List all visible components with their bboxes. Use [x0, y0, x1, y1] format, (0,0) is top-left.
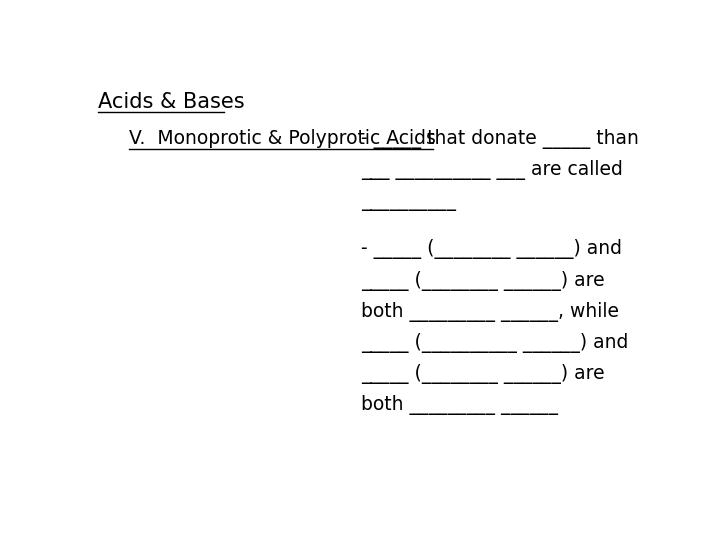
Text: ___ __________ ___ are called: ___ __________ ___ are called — [361, 160, 623, 180]
Text: both _________ ______, while: both _________ ______, while — [361, 302, 618, 322]
Text: _____ (________ ______) are: _____ (________ ______) are — [361, 271, 604, 291]
Text: _____ (________ ______) are: _____ (________ ______) are — [361, 364, 604, 384]
Text: - _____ that donate _____ than: - _____ that donate _____ than — [361, 129, 639, 149]
Text: both _________ ______: both _________ ______ — [361, 395, 557, 415]
Text: V.  Monoprotic & Polyprotic Acids: V. Monoprotic & Polyprotic Acids — [129, 129, 436, 149]
Text: _____ (__________ ______) and: _____ (__________ ______) and — [361, 333, 628, 353]
Text: - _____ (________ ______) and: - _____ (________ ______) and — [361, 239, 621, 259]
Text: Acids & Bases: Acids & Bases — [99, 92, 245, 112]
Text: __________: __________ — [361, 192, 456, 211]
